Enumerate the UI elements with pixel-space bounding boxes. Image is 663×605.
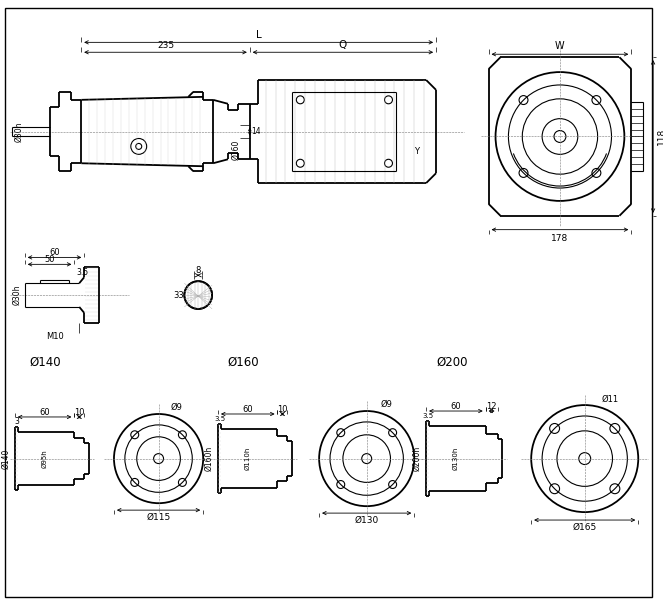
Text: 60: 60 xyxy=(39,408,50,416)
Text: 50: 50 xyxy=(44,255,55,264)
Text: M10: M10 xyxy=(46,332,64,341)
Text: Ø160: Ø160 xyxy=(231,139,241,160)
Text: Ø140: Ø140 xyxy=(1,448,11,469)
Text: 14: 14 xyxy=(251,127,261,136)
Text: L: L xyxy=(256,30,261,41)
Text: Ø9: Ø9 xyxy=(381,399,392,408)
Text: Ø130h: Ø130h xyxy=(453,447,459,470)
Text: 60: 60 xyxy=(49,248,60,257)
Text: Ø200: Ø200 xyxy=(436,356,467,369)
Text: 12: 12 xyxy=(487,402,497,411)
Text: W: W xyxy=(555,41,565,51)
Text: Ø110h: Ø110h xyxy=(245,447,251,470)
Text: Ø130: Ø130 xyxy=(355,515,379,525)
Text: Ø165: Ø165 xyxy=(573,523,597,531)
Text: 3: 3 xyxy=(15,417,19,427)
Text: 33: 33 xyxy=(173,290,184,299)
Text: 3.5: 3.5 xyxy=(422,413,434,419)
Text: 118: 118 xyxy=(656,128,663,145)
Text: 3.5: 3.5 xyxy=(214,416,225,422)
Text: 10: 10 xyxy=(74,408,85,416)
Text: Y: Y xyxy=(414,147,419,156)
Text: Ø140: Ø140 xyxy=(30,356,62,369)
Text: 3.5: 3.5 xyxy=(76,268,88,276)
Text: 178: 178 xyxy=(552,234,569,243)
Text: 60: 60 xyxy=(451,402,461,411)
Text: Q: Q xyxy=(339,41,347,50)
Text: Ø160: Ø160 xyxy=(228,356,260,369)
Text: Ø30h: Ø30h xyxy=(15,121,23,142)
Text: 60: 60 xyxy=(243,405,253,414)
Text: 10: 10 xyxy=(277,405,288,414)
Text: Ø160h: Ø160h xyxy=(205,446,213,471)
Text: Ø200h: Ø200h xyxy=(413,446,422,471)
Text: Ø95h: Ø95h xyxy=(42,450,48,468)
Text: 235: 235 xyxy=(157,41,174,50)
Text: Ø115: Ø115 xyxy=(147,512,170,522)
Text: Ø9: Ø9 xyxy=(170,402,182,411)
Text: Ø11: Ø11 xyxy=(602,394,619,404)
Text: 8: 8 xyxy=(196,266,201,275)
Text: Ø30h: Ø30h xyxy=(13,285,21,306)
